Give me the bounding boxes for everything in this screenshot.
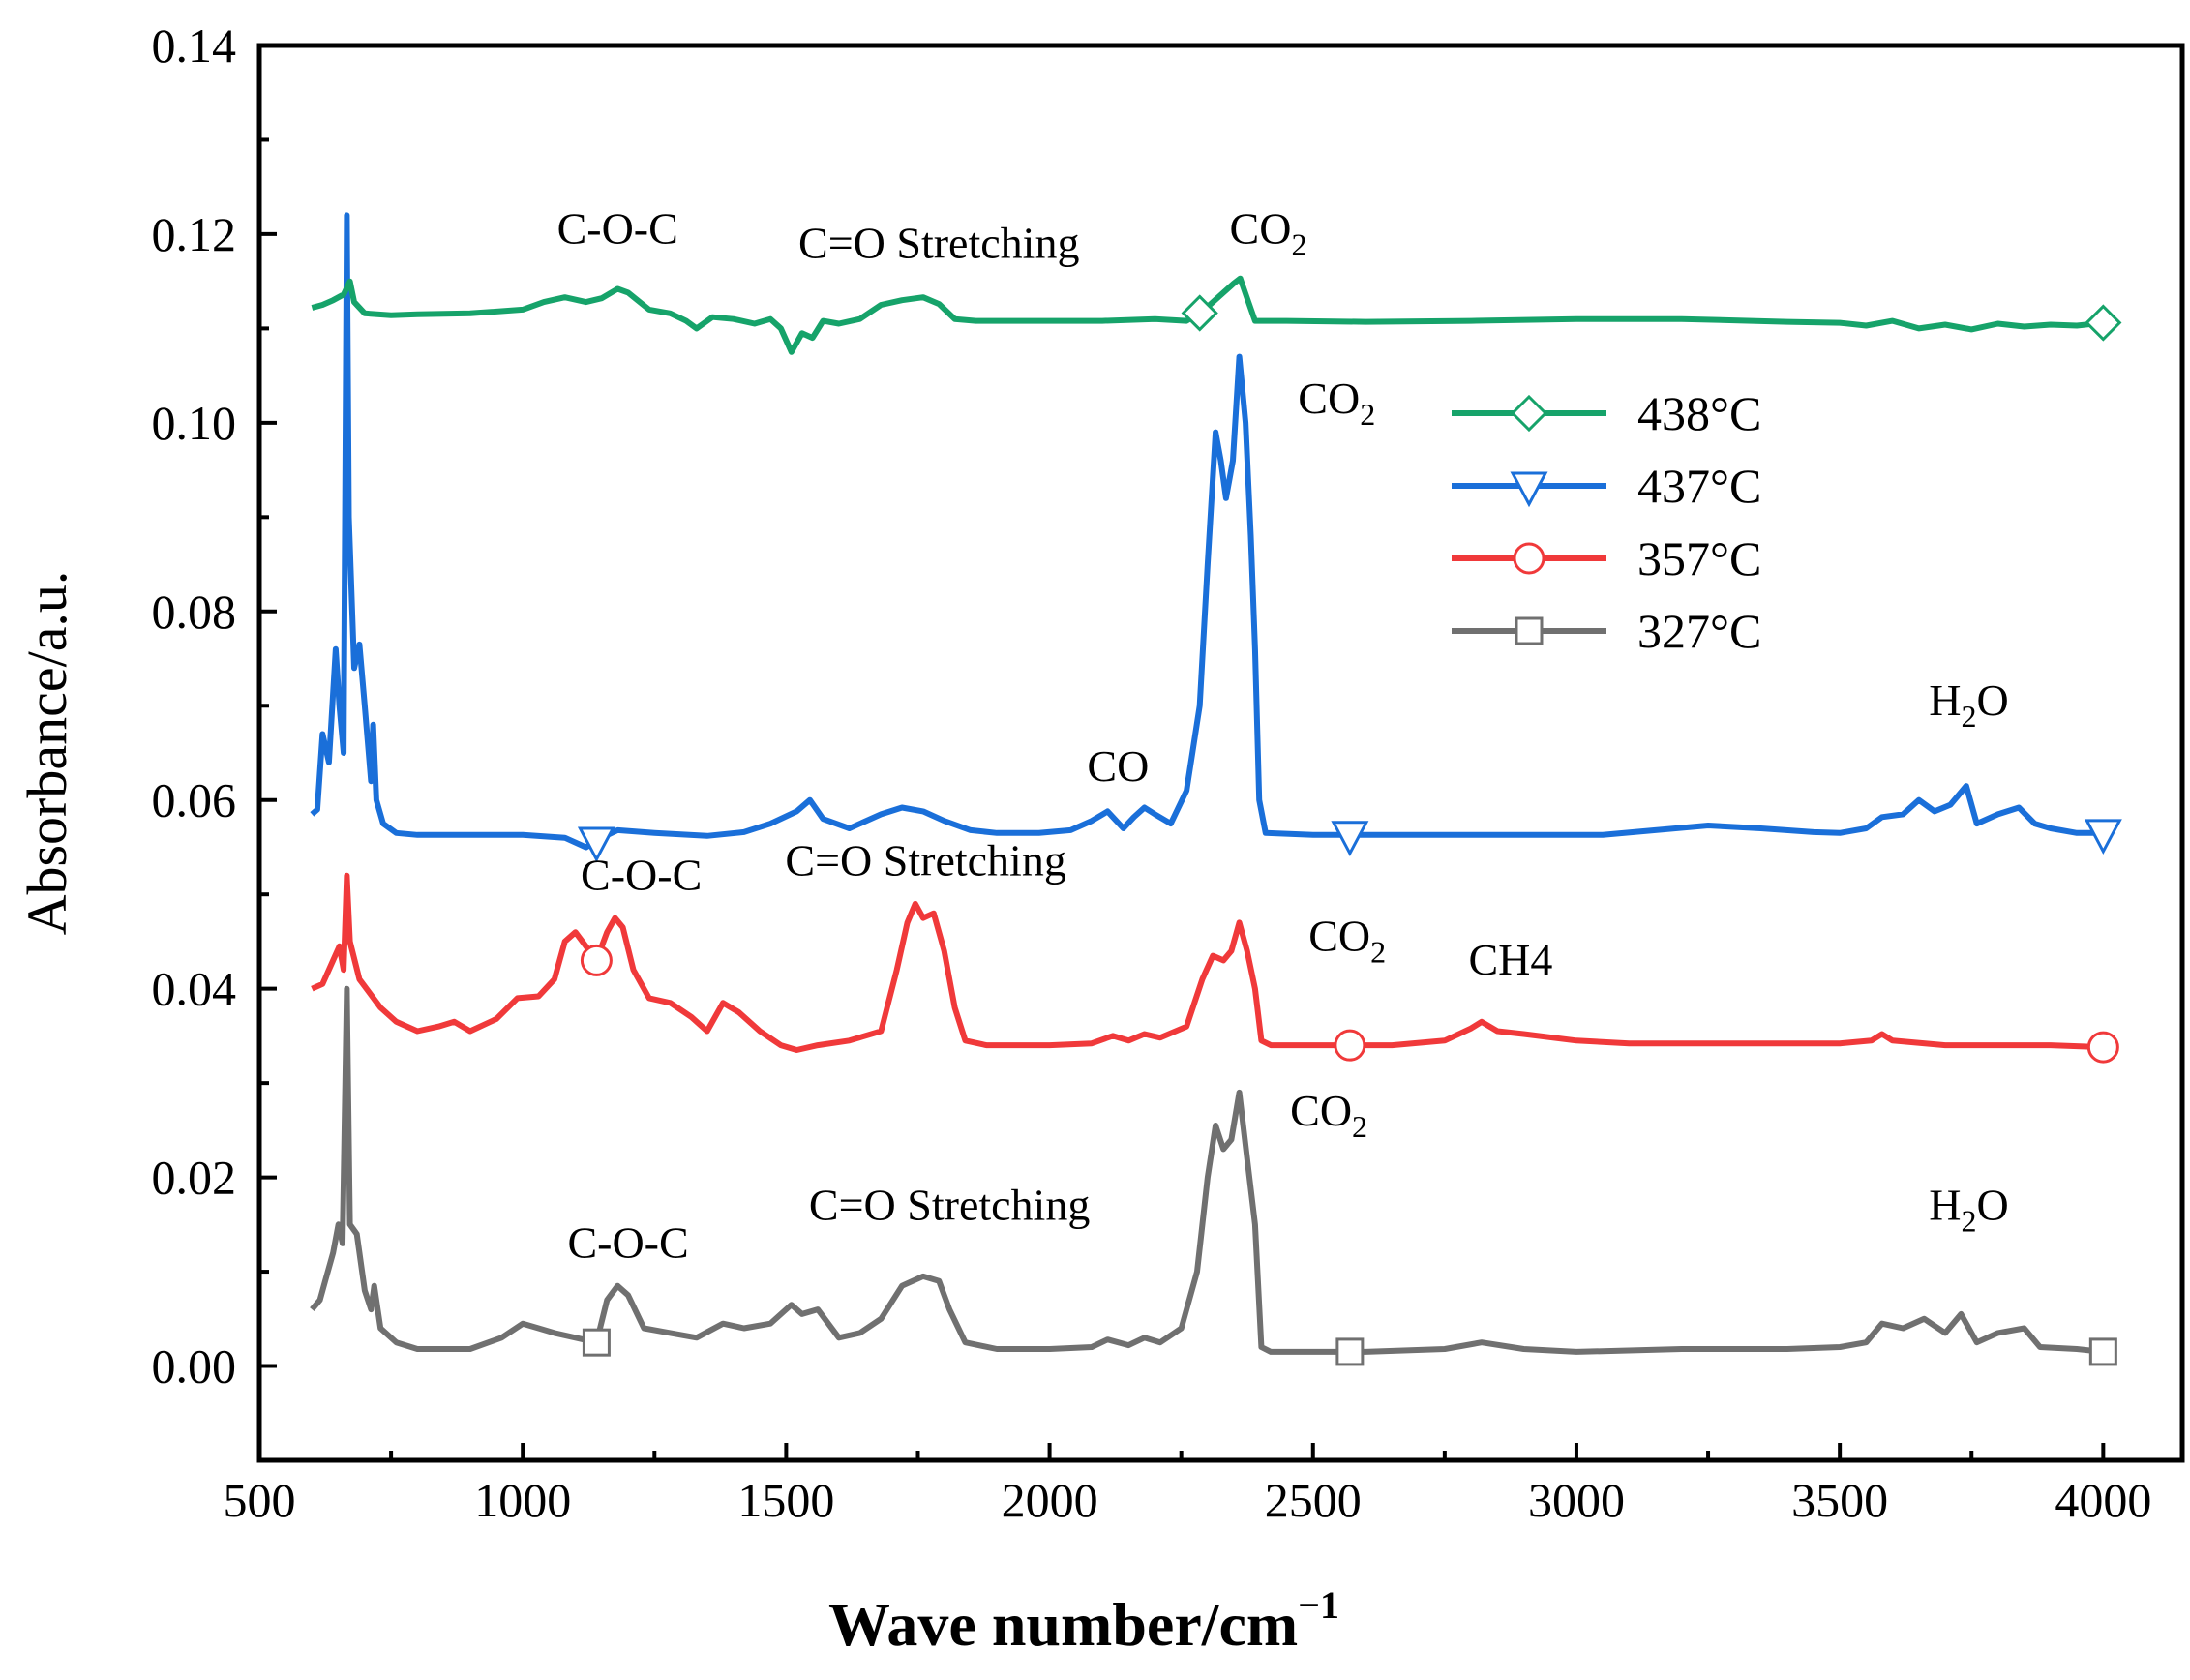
- x-tick-label-2500: 2500: [1265, 1473, 1362, 1527]
- series-marker-438-2: [2085, 304, 2122, 342]
- series-marker-357-1: [580, 944, 613, 976]
- annotation-14: H2O: [1929, 1180, 2008, 1238]
- series-line-357: [311, 872, 2104, 1053]
- x-tick-label-4000: 4000: [2055, 1473, 2151, 1527]
- annotation-11: CO2: [1290, 1086, 1367, 1144]
- series-marker-437-2: [1331, 821, 1369, 856]
- y-tick-label-4: 0.08: [152, 585, 237, 639]
- legend: 438°C 437°C 357°C 327°C: [1452, 386, 1761, 658]
- legend-label-357: 357°C: [1637, 531, 1761, 585]
- annotation-2: C=O Stretching: [798, 218, 1079, 267]
- x-tick-label-500: 500: [224, 1473, 296, 1527]
- series-marker-438-1: [1181, 294, 1218, 332]
- x-tick-label-1500: 1500: [737, 1473, 834, 1527]
- y-tick-label-0: 0.00: [152, 1339, 237, 1394]
- annotation-13: C=O Stretching: [809, 1180, 1090, 1229]
- y-tick-label-1: 0.02: [152, 1151, 237, 1205]
- x-tick-label-3500: 3500: [1791, 1473, 1888, 1527]
- annotation-12: C-O-C: [567, 1217, 688, 1267]
- annotation-1: C-O-C: [557, 204, 678, 254]
- annotation-4: CO2: [1298, 374, 1375, 432]
- legend-marker-327: [1515, 616, 1544, 645]
- x-axis-label-text: Wave number/cm: [828, 1590, 1298, 1659]
- series-marker-437-1: [577, 826, 615, 863]
- y-tick-label-6: 0.12: [152, 207, 237, 261]
- series-marker-437-3: [2084, 819, 2122, 855]
- x-tick-label-1000: 1000: [474, 1473, 571, 1527]
- y-tick-label-2: 0.04: [152, 962, 237, 1016]
- legend-marker-357: [1513, 542, 1545, 575]
- series-marker-327-1: [582, 1328, 611, 1357]
- y-tick-label-3: 0.06: [152, 773, 237, 827]
- annotation-6: H2O: [1929, 675, 2008, 734]
- legend-label-437: 437°C: [1637, 459, 1761, 513]
- annotation-layer: C-O-C C=O Stretching CO2 CO2 CO H2O C-O-C C=O S…: [557, 204, 2009, 1268]
- annotation-3: CO2: [1230, 204, 1307, 262]
- axis-layer: 500 1000 1500 2000 2500 3000 3500 4000 0.00 0.02 0…: [152, 18, 2152, 1527]
- legend-label-327: 327°C: [1637, 604, 1761, 658]
- annotation-5: CO: [1087, 741, 1149, 791]
- legend-marker-437: [1510, 471, 1548, 508]
- legend-label-438: 438°C: [1637, 386, 1761, 440]
- series-layer: [310, 212, 2104, 1355]
- annotation-10: CH4: [1468, 935, 1552, 984]
- series-marker-327-2: [1335, 1337, 1365, 1366]
- series-marker-357-2: [1334, 1029, 1366, 1062]
- annotation-9: CO2: [1308, 912, 1386, 970]
- legend-marker-438: [1510, 394, 1548, 433]
- x-tick-label-3000: 3000: [1528, 1473, 1625, 1527]
- x-axis-label-exponent: −1: [1298, 1583, 1339, 1627]
- series-line-327: [310, 985, 2104, 1355]
- x-axis-label: Wave number/cm−1: [828, 1583, 1339, 1659]
- plot-frame: [256, 43, 2185, 1463]
- y-axis-label: Absorbance/a.u.: [15, 571, 78, 936]
- annotation-7: C-O-C: [581, 850, 702, 899]
- series-marker-327-3: [2088, 1337, 2117, 1366]
- series-line-437: [310, 212, 2104, 851]
- annotation-8: C=O Stretching: [785, 836, 1065, 885]
- marker-layer: [577, 294, 2122, 1366]
- y-tick-label-5: 0.10: [152, 396, 237, 450]
- series-line-438: [311, 275, 2104, 355]
- x-tick-label-2000: 2000: [1002, 1473, 1098, 1527]
- series-marker-357-3: [2086, 1031, 2119, 1064]
- y-tick-label-7: 0.14: [152, 18, 237, 73]
